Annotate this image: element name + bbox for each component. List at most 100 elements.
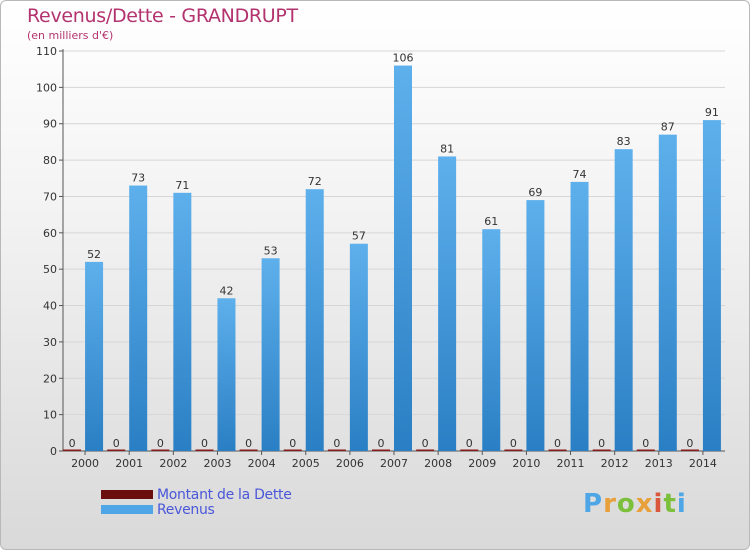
bar-revenus — [658, 134, 677, 452]
bar-revenus — [570, 181, 589, 451]
bar-revenus — [614, 149, 633, 451]
data-label-debt: 0 — [289, 437, 296, 450]
x-tick-label: 2010 — [512, 457, 540, 470]
x-tick-label: 2006 — [336, 457, 364, 470]
y-tick-label: 40 — [43, 300, 57, 313]
data-label-debt: 0 — [245, 437, 252, 450]
bar-debt — [63, 449, 82, 451]
bar-revenus — [438, 156, 457, 452]
x-tick-label: 2000 — [71, 457, 99, 470]
bar-revenus — [482, 229, 501, 451]
bar-debt — [283, 449, 302, 451]
bar-debt — [107, 449, 126, 451]
data-label-revenus: 106 — [393, 52, 414, 65]
y-tick-label: 110 — [36, 45, 57, 58]
logo-letter: r — [603, 489, 617, 519]
data-label-debt: 0 — [201, 437, 208, 450]
y-tick-label: 30 — [43, 336, 57, 349]
x-tick-label: 2008 — [424, 457, 452, 470]
logo-letter: P — [583, 489, 604, 519]
bar-debt — [548, 449, 567, 451]
x-tick-label: 2014 — [689, 457, 717, 470]
data-label-debt: 0 — [378, 437, 385, 450]
logo-letter: o — [616, 489, 636, 519]
chart-subtitle: (en milliers d'€) — [27, 29, 114, 42]
data-label-revenus: 69 — [528, 186, 542, 199]
data-label-revenus: 53 — [264, 244, 278, 257]
bar-revenus — [526, 200, 545, 451]
x-tick-label: 2003 — [203, 457, 231, 470]
y-tick-label: 10 — [43, 409, 57, 422]
bar-revenus — [702, 120, 721, 451]
bar-revenus — [85, 261, 104, 451]
data-label-debt: 0 — [510, 437, 517, 450]
bar-revenus — [217, 298, 236, 451]
data-label-revenus: 57 — [352, 230, 366, 243]
data-label-debt: 0 — [686, 437, 693, 450]
data-label-revenus: 52 — [87, 248, 101, 261]
bar-revenus — [129, 185, 148, 451]
x-tick-label: 2007 — [380, 457, 408, 470]
chart-title: Revenus/Dette - GRANDRUPT — [27, 5, 298, 27]
data-label-debt: 0 — [466, 437, 473, 450]
data-label-revenus: 61 — [484, 215, 498, 228]
bar-debt — [327, 449, 346, 451]
legend-label-debt: Montant de la Dette — [157, 486, 292, 503]
x-tick-label: 2005 — [292, 457, 320, 470]
data-label-revenus: 73 — [131, 172, 145, 185]
data-label-debt: 0 — [554, 437, 561, 450]
bar-debt — [680, 449, 699, 451]
logo-letter: x — [635, 489, 654, 519]
data-label-revenus: 81 — [440, 142, 454, 155]
data-label-debt: 0 — [157, 437, 164, 450]
logo-letter: t — [663, 489, 677, 519]
data-label-revenus: 83 — [617, 135, 631, 148]
data-label-debt: 0 — [422, 437, 429, 450]
data-label-revenus: 91 — [705, 106, 719, 119]
x-tick-label: 2011 — [557, 457, 585, 470]
y-tick-label: 60 — [43, 227, 57, 240]
proxiti-logo: Proxiti — [583, 489, 687, 519]
y-tick-label: 20 — [43, 372, 57, 385]
x-tick-label: 2001 — [115, 457, 143, 470]
legend: Montant de la Dette Revenus — [101, 486, 292, 518]
data-label-debt: 0 — [113, 437, 120, 450]
bar-debt — [239, 449, 258, 451]
legend-item-revenus: Revenus — [101, 501, 292, 518]
bar-debt — [195, 449, 214, 451]
bar-revenus — [349, 243, 368, 451]
bar-revenus — [394, 65, 412, 451]
y-tick-label: 100 — [36, 81, 57, 94]
bar-revenus — [261, 258, 280, 451]
bar-debt — [460, 449, 479, 451]
legend-label-revenus: Revenus — [157, 501, 215, 518]
y-tick-label: 0 — [50, 445, 57, 458]
bar-debt — [151, 449, 170, 451]
data-label-debt: 0 — [333, 437, 340, 450]
legend-swatch-debt — [101, 490, 153, 499]
x-tick-label: 2012 — [601, 457, 629, 470]
legend-item-debt: Montant de la Dette — [101, 486, 292, 503]
legend-swatch-revenus — [101, 505, 153, 514]
data-label-revenus: 72 — [308, 175, 322, 188]
bar-debt — [636, 449, 655, 451]
logo-letter: i — [676, 489, 687, 519]
y-tick-label: 80 — [43, 154, 57, 167]
data-label-debt: 0 — [69, 437, 76, 450]
data-label-debt: 0 — [598, 437, 605, 450]
data-label-revenus: 87 — [661, 121, 675, 134]
y-tick-label: 70 — [43, 190, 57, 203]
x-tick-label: 2013 — [645, 457, 673, 470]
bar-debt — [592, 449, 611, 451]
x-tick-label: 2004 — [248, 457, 276, 470]
data-label-revenus: 42 — [219, 284, 233, 297]
bar-debt — [372, 449, 390, 451]
y-tick-label: 50 — [43, 263, 57, 276]
bar-debt — [504, 449, 523, 451]
bar-debt — [416, 449, 435, 451]
y-tick-label: 90 — [43, 118, 57, 131]
data-label-revenus: 74 — [573, 168, 587, 181]
data-label-revenus: 71 — [175, 179, 189, 192]
